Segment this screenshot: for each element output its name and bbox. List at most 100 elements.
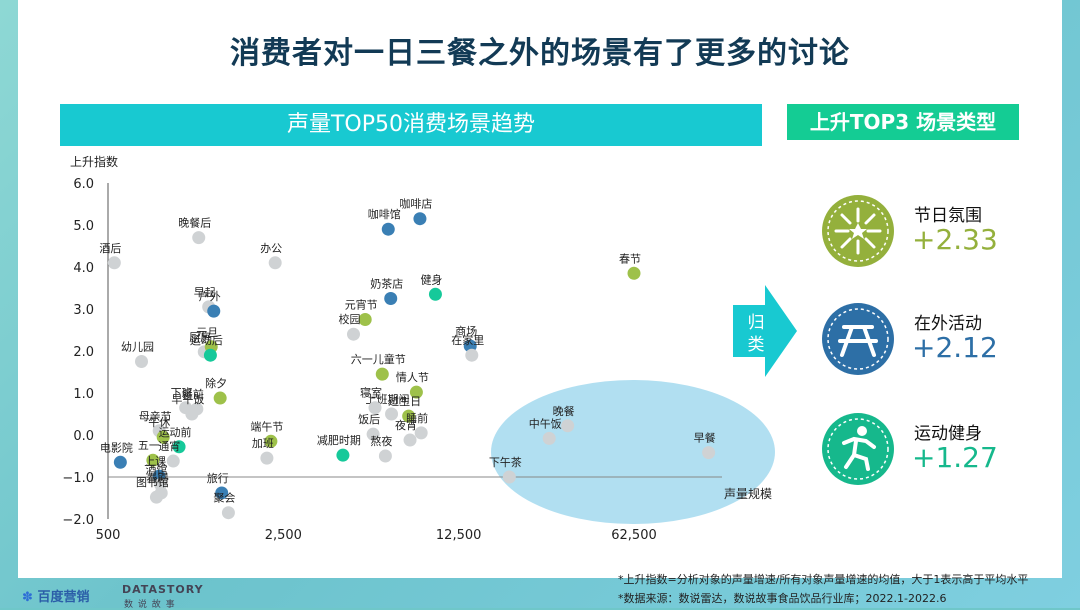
- footnote-source: *数据来源：数说雷达，数说故事食品饮品行业库；2022.1-2022.6: [618, 592, 947, 605]
- data-point: [185, 407, 199, 421]
- point-label: 健身: [420, 272, 442, 286]
- point-label: 校园: [338, 312, 360, 326]
- chart-banner: 声量TOP50消费场景趋势: [60, 104, 762, 146]
- top3-banner: 上升TOP3 场景类型: [787, 104, 1019, 140]
- point-label: 六一儿童节: [351, 352, 406, 366]
- point-label: 咖啡馆: [368, 207, 401, 221]
- data-point: [358, 313, 372, 326]
- x-tick-label: 2,500: [265, 528, 302, 543]
- data-point: [385, 407, 399, 421]
- data-point: [366, 427, 380, 441]
- point-label: 晚餐: [553, 404, 575, 418]
- point-label: 早餐: [694, 431, 716, 445]
- data-point: [502, 470, 516, 484]
- data-point: [561, 419, 575, 433]
- point-label: 春剧: [146, 472, 168, 485]
- data-point: [172, 440, 186, 454]
- brand-datastory: DATASTORY: [122, 583, 204, 596]
- brand-datastory-cn: 数 说 故 事: [124, 600, 176, 610]
- point-label: 过生日: [388, 394, 421, 408]
- data-point: [413, 212, 427, 226]
- point-label: 运动前: [159, 425, 192, 439]
- brand-baidu-label: 百度营销: [37, 590, 90, 605]
- baidu-logo-icon: ✽: [22, 590, 33, 605]
- brand-baidu: ✽ 百度营销: [22, 586, 89, 605]
- data-point: [207, 304, 221, 318]
- point-label: 睡前: [406, 411, 428, 425]
- data-point: [149, 490, 163, 504]
- data-point: [702, 446, 716, 460]
- point-label: 酒馆: [146, 463, 168, 477]
- point-label: 元宵节: [345, 298, 378, 312]
- y-tick-label: 4.0: [73, 261, 94, 276]
- point-label: 下班: [171, 387, 193, 400]
- data-point: [260, 451, 274, 465]
- category-festival: 节日氛围 +2.33: [822, 195, 1042, 275]
- point-label: 五一: [138, 439, 160, 452]
- data-point: [203, 348, 217, 362]
- outdoor-table-icon: [822, 303, 894, 375]
- data-point: [166, 454, 180, 468]
- point-label: 春节: [619, 252, 641, 265]
- y-tick-label: 3.0: [73, 303, 94, 318]
- data-point: [381, 222, 395, 236]
- category-outdoor: 在外活动 +2.12: [822, 303, 1042, 383]
- highlight-bubble: [491, 380, 775, 524]
- fitness-icon: [822, 413, 894, 485]
- point-label: 熬夜: [370, 434, 392, 448]
- data-point: [264, 434, 278, 448]
- point-label: 早午饭: [171, 393, 204, 406]
- x-axis-label: 声量规模: [724, 486, 772, 501]
- point-label: 酒后: [99, 242, 121, 255]
- point-label: 下午茶: [489, 456, 522, 469]
- arrow-icon: [733, 285, 797, 377]
- data-point: [346, 327, 360, 341]
- y-tick-label: 1.0: [73, 387, 94, 402]
- data-point: [465, 348, 479, 362]
- point-label: 寝室: [360, 386, 382, 400]
- point-label: 早起: [194, 286, 216, 299]
- point-label: 餐前: [182, 387, 204, 401]
- y-tick-label: 2.0: [73, 345, 94, 360]
- category-value: +2.12: [912, 331, 998, 364]
- point-label: 端午节: [250, 420, 283, 433]
- point-label: 中午饭: [529, 417, 562, 430]
- data-point: [414, 426, 428, 440]
- point-label: 饭后: [358, 413, 380, 426]
- point-label: 除夕: [205, 376, 227, 390]
- category-label: 在外活动: [914, 314, 982, 334]
- point-label: 午休: [148, 416, 170, 429]
- data-point: [192, 231, 206, 245]
- point-label: 奶茶店: [370, 277, 403, 291]
- category-fitness: 运动健身 +1.27: [822, 413, 1042, 493]
- arrow-label: 归类: [747, 313, 765, 355]
- point-label: 商场: [455, 324, 477, 338]
- point-label: 加班: [252, 437, 274, 450]
- point-label: 幼儿园: [121, 341, 154, 354]
- point-label: 通宵: [158, 439, 180, 453]
- y-tick-label: 0.0: [73, 429, 94, 444]
- category-value: +1.27: [912, 441, 998, 474]
- data-point: [542, 431, 556, 445]
- point-label: 办公: [260, 242, 282, 255]
- y-tick-label: 5.0: [73, 219, 94, 234]
- point-label: 电影院: [100, 440, 133, 454]
- data-point: [428, 287, 442, 301]
- point-label: 运动后: [190, 334, 223, 347]
- data-point: [107, 256, 121, 270]
- point-label: 图书馆: [136, 475, 169, 489]
- category-label: 运动健身: [914, 424, 982, 444]
- y-tick-label: 6.0: [73, 177, 94, 192]
- point-label: 上课: [144, 455, 166, 468]
- data-point: [627, 266, 641, 280]
- category-value: +2.33: [912, 223, 998, 256]
- data-point: [113, 455, 127, 469]
- point-label: 母亲节: [139, 409, 172, 423]
- point-label: 减肥时期: [317, 434, 361, 447]
- data-point: [156, 430, 170, 444]
- page-title: 消费者对一日三餐之外的场景有了更多的讨论: [230, 36, 850, 71]
- category-label: 节日氛围: [914, 206, 982, 226]
- point-label: 元旦: [196, 326, 218, 339]
- data-point: [213, 391, 227, 405]
